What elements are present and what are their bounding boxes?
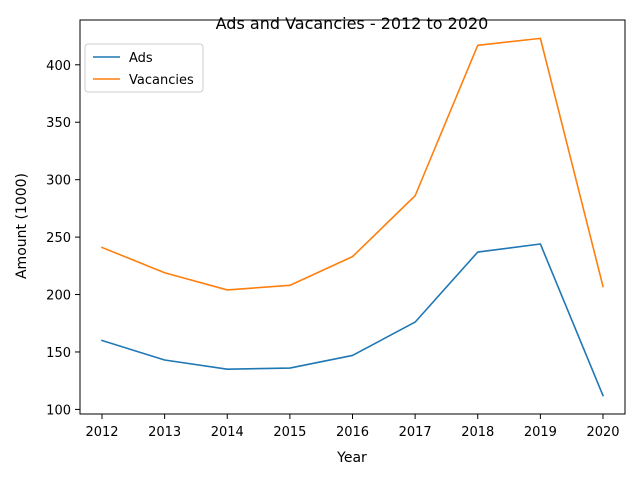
- y-tick-label: 300: [46, 174, 71, 189]
- y-tick-label: 150: [46, 346, 71, 361]
- legend-label: Vacancies: [129, 73, 194, 88]
- y-tick-label: 350: [46, 116, 71, 131]
- legend: Ads Vacancies: [84, 43, 204, 93]
- y-tick-label: 400: [46, 59, 71, 74]
- x-tick-label: 2014: [211, 425, 244, 440]
- y-tick-label: 200: [46, 289, 71, 304]
- x-tick-label: 2016: [336, 425, 369, 440]
- legend-box: [84, 43, 204, 93]
- series-line-vacancies: [100, 37, 604, 291]
- x-tick-label: 2019: [524, 425, 557, 440]
- x-axis: 2012 2013 2014 2015 2016 2017 2018 2019 2020: [85, 414, 620, 440]
- y-axis: 100 150 200 250 300 350 400: [46, 59, 80, 418]
- x-tick-label: 2012: [85, 425, 118, 440]
- chart-title: Ads and Vacancies - 2012 to 2020: [216, 14, 489, 33]
- x-tick-label: 2013: [148, 425, 181, 440]
- x-tick-label: 2020: [586, 425, 619, 440]
- series-line-ads: [100, 243, 605, 397]
- x-tick-label: 2017: [399, 425, 432, 440]
- y-tick-label: 100: [46, 403, 71, 418]
- x-axis-label: Year: [336, 450, 367, 466]
- x-tick-label: 2018: [461, 425, 494, 440]
- y-tick-label: 250: [46, 231, 71, 246]
- y-axis-label: Amount (1000): [14, 173, 30, 279]
- x-tick-label: 2015: [273, 425, 306, 440]
- legend-label: Ads: [129, 51, 153, 66]
- series-group: [100, 37, 605, 397]
